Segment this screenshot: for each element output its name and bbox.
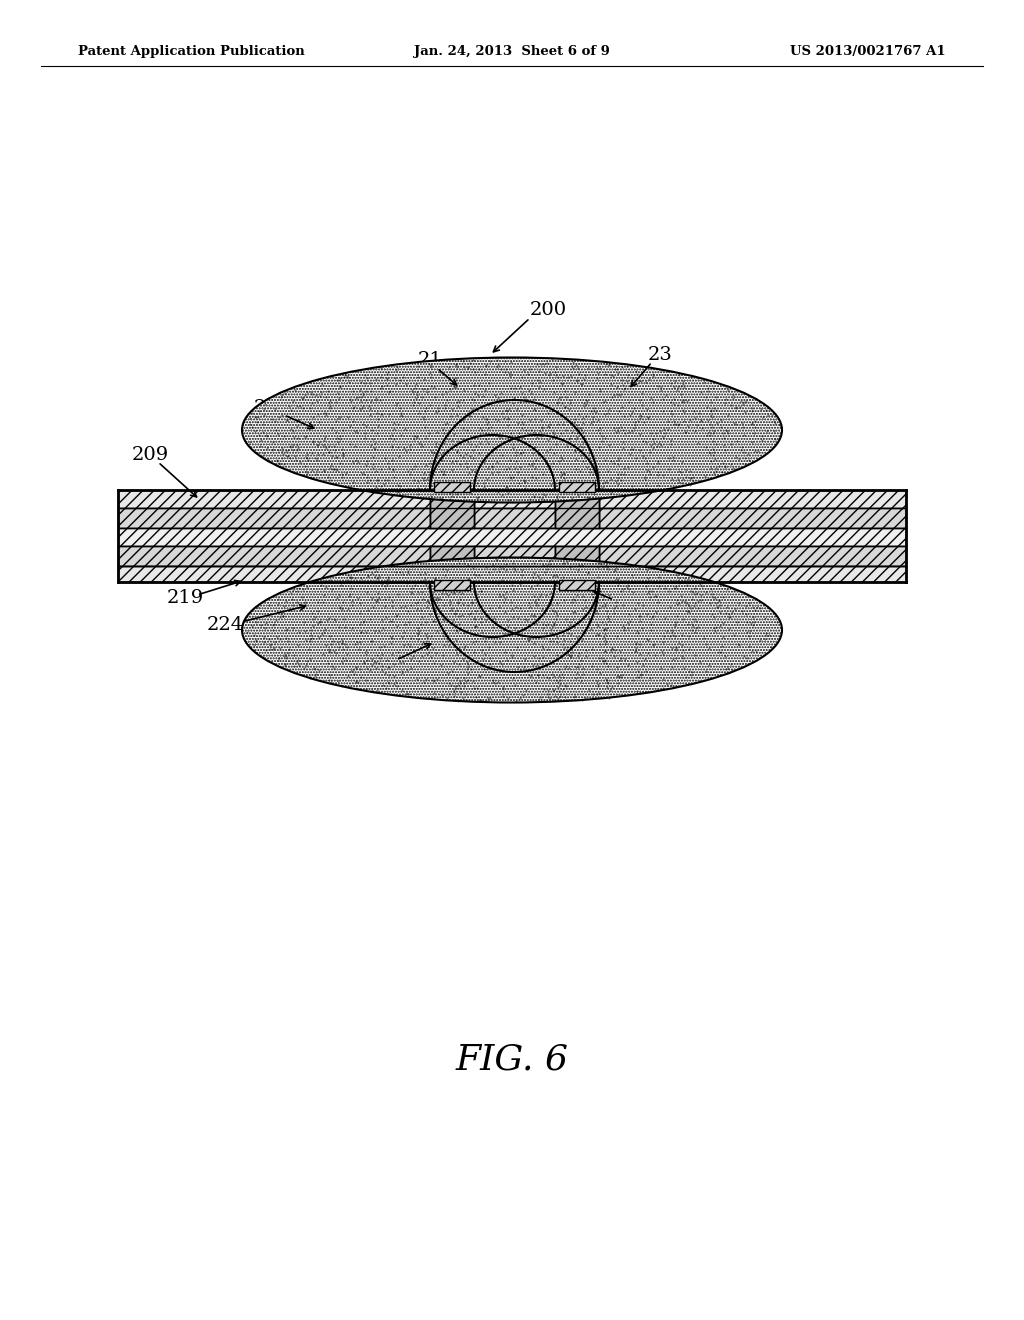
Text: FIG. 6: FIG. 6 [456,1043,568,1077]
Bar [599,566,906,582]
Ellipse shape [242,358,782,503]
Bar [118,546,430,566]
Bar [599,546,906,566]
Bar [555,546,599,582]
Text: 23: 23 [647,346,673,364]
Bar [474,508,555,528]
Ellipse shape [242,557,782,702]
Text: Patent Application Publication: Patent Application Publication [78,45,305,58]
Text: 200: 200 [530,301,567,319]
Bar [434,482,470,492]
Text: 214: 214 [253,399,291,417]
Bar [430,546,474,582]
Text: 22: 22 [378,656,402,675]
Text: 224: 224 [207,616,244,634]
Bar [559,579,595,590]
Bar [118,528,906,546]
Bar [430,490,474,528]
Bar [555,490,599,528]
Text: US 2013/0021767 A1: US 2013/0021767 A1 [791,45,946,58]
Bar [474,546,555,566]
Text: 219: 219 [166,589,204,607]
Bar [118,566,430,582]
Text: 24: 24 [609,597,635,614]
Bar [599,490,906,508]
Text: 209: 209 [131,446,169,465]
Text: 21: 21 [418,351,442,370]
Bar [118,508,430,528]
Bar [559,482,595,492]
Bar [474,566,555,582]
Bar [118,490,430,508]
Bar [599,508,906,528]
Text: Jan. 24, 2013  Sheet 6 of 9: Jan. 24, 2013 Sheet 6 of 9 [414,45,610,58]
Bar [474,490,555,508]
Bar [434,579,470,590]
